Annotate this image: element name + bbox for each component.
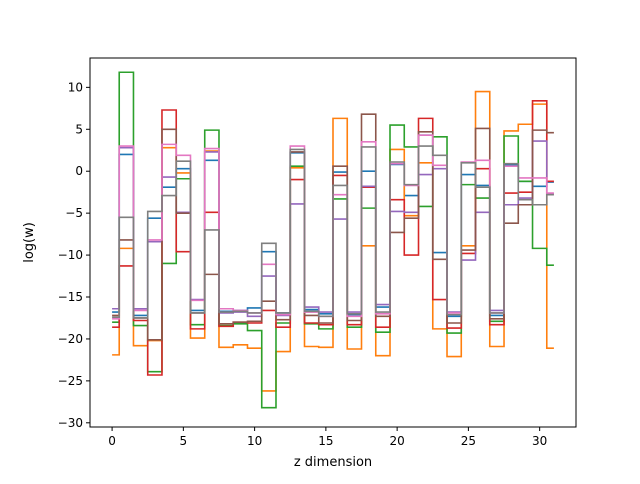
y-tick-label: −10 xyxy=(58,248,83,262)
x-axis-label: z dimension xyxy=(294,455,372,470)
x-axis: 0 5 10 15 20 25 30 xyxy=(108,427,547,448)
y-tick-label: 0 xyxy=(75,164,83,178)
y-axis: −30 −25 −20 −15 −10 −5 0 5 10 xyxy=(58,80,90,430)
y-tick-label: 5 xyxy=(75,122,83,136)
y-tick-label: −25 xyxy=(58,374,83,388)
x-tick-label: 15 xyxy=(318,434,333,448)
y-tick-label: −20 xyxy=(58,332,83,346)
x-tick-label: 30 xyxy=(532,434,547,448)
series-line-8 xyxy=(112,145,554,319)
x-tick-label: 0 xyxy=(108,434,116,448)
plot-frame xyxy=(89,57,577,428)
x-tick-label: 20 xyxy=(389,434,404,448)
series-layer xyxy=(112,71,554,409)
y-axis-label: log(w) xyxy=(22,222,37,263)
x-tick-label: 25 xyxy=(461,434,476,448)
y-tick-label: −5 xyxy=(65,206,83,220)
x-tick-label: 5 xyxy=(180,434,188,448)
y-tick-label: 10 xyxy=(68,80,83,94)
x-tick-label: 10 xyxy=(247,434,262,448)
y-tick-label: −30 xyxy=(58,416,83,430)
y-tick-label: −15 xyxy=(58,290,83,304)
